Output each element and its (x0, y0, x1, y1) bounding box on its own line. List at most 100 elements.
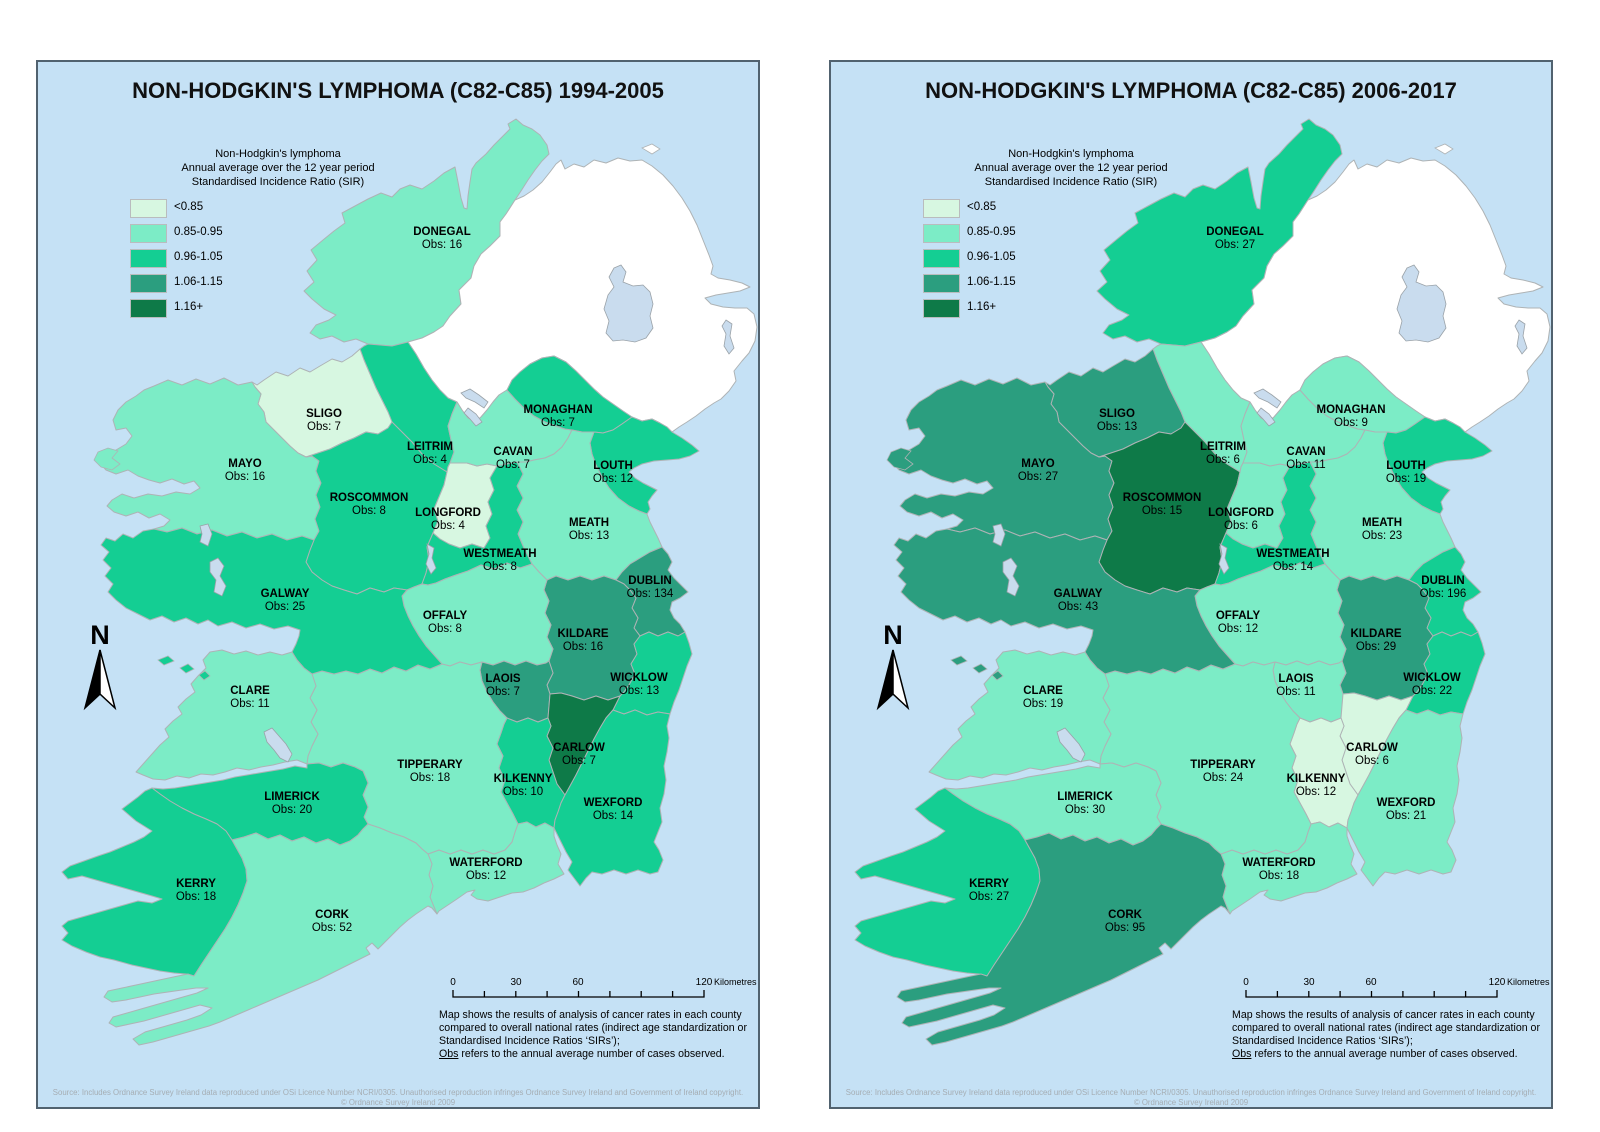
svg-text:LIMERICK: LIMERICK (1057, 791, 1113, 803)
svg-text:Obs: 7: Obs: 7 (307, 421, 341, 433)
svg-text:MAYO: MAYO (228, 458, 261, 470)
svg-text:CORK: CORK (1108, 909, 1143, 921)
svg-text:MONAGHAN: MONAGHAN (524, 404, 593, 416)
svg-text:DUBLIN: DUBLIN (1421, 575, 1464, 587)
svg-text:WATERFORD: WATERFORD (449, 857, 522, 869)
svg-text:KILKENNY: KILKENNY (1287, 773, 1346, 785)
svg-text:Obs: 8: Obs: 8 (483, 561, 517, 573)
svg-text:KILKENNY: KILKENNY (494, 773, 553, 785)
svg-text:Obs: 30: Obs: 30 (1065, 804, 1105, 816)
svg-text:Kilometres: Kilometres (714, 977, 757, 987)
svg-text:Obs: 14: Obs: 14 (593, 810, 634, 822)
svg-text:60: 60 (572, 977, 584, 988)
svg-text:LAOIS: LAOIS (485, 673, 520, 685)
svg-text:Obs: 27: Obs: 27 (969, 891, 1009, 903)
svg-text:CARLOW: CARLOW (1346, 742, 1398, 754)
svg-text:KILDARE: KILDARE (557, 628, 608, 640)
svg-text:120: 120 (696, 977, 713, 988)
svg-text:Obs: 12: Obs: 12 (1296, 786, 1336, 798)
svg-text:DUBLIN: DUBLIN (628, 575, 671, 587)
svg-text:Obs: 11: Obs: 11 (230, 698, 269, 710)
svg-text:Obs: 13: Obs: 13 (1097, 421, 1137, 433)
svg-text:Obs: 4: Obs: 4 (413, 454, 447, 466)
svg-text:KERRY: KERRY (176, 878, 216, 890)
svg-text:Obs: 6: Obs: 6 (1206, 454, 1240, 466)
svg-text:60: 60 (1365, 977, 1377, 988)
svg-text:Obs: 16: Obs: 16 (225, 471, 265, 483)
svg-text:CAVAN: CAVAN (1286, 446, 1325, 458)
svg-text:Obs: 18: Obs: 18 (410, 772, 450, 784)
svg-text:LOUTH: LOUTH (1386, 460, 1426, 472)
svg-text:Obs: 4: Obs: 4 (431, 520, 465, 532)
svg-text:WEXFORD: WEXFORD (584, 797, 643, 809)
svg-text:Obs: 12: Obs: 12 (466, 870, 506, 882)
svg-text:Obs: 12: Obs: 12 (593, 473, 633, 485)
svg-text:GALWAY: GALWAY (261, 588, 310, 600)
svg-text:TIPPERARY: TIPPERARY (397, 759, 463, 771)
svg-text:MEATH: MEATH (1362, 517, 1402, 529)
svg-text:Obs: 7: Obs: 7 (562, 755, 596, 767)
svg-text:CORK: CORK (315, 909, 350, 921)
svg-text:Obs: 19: Obs: 19 (1386, 473, 1426, 485)
svg-text:MEATH: MEATH (569, 517, 609, 529)
svg-text:SLIGO: SLIGO (1099, 408, 1135, 420)
svg-text:GALWAY: GALWAY (1054, 588, 1103, 600)
svg-text:Obs: 11: Obs: 11 (1286, 459, 1325, 471)
svg-text:LAOIS: LAOIS (1278, 673, 1313, 685)
svg-text:MAYO: MAYO (1021, 458, 1054, 470)
svg-text:Obs: 9: Obs: 9 (1334, 417, 1368, 429)
svg-text:Obs: 27: Obs: 27 (1215, 239, 1255, 251)
svg-text:Obs: 22: Obs: 22 (1412, 685, 1452, 697)
svg-text:Obs: 18: Obs: 18 (1259, 870, 1299, 882)
svg-text:Kilometres: Kilometres (1507, 977, 1550, 987)
svg-text:ROSCOMMON: ROSCOMMON (330, 492, 409, 504)
svg-text:CAVAN: CAVAN (493, 446, 532, 458)
svg-text:Obs: 7: Obs: 7 (486, 686, 520, 698)
svg-text:Obs: 27: Obs: 27 (1018, 471, 1058, 483)
svg-text:Obs: 6: Obs: 6 (1355, 755, 1389, 767)
svg-text:CLARE: CLARE (1023, 685, 1063, 697)
svg-text:Obs: 13: Obs: 13 (619, 685, 659, 697)
svg-text:DONEGAL: DONEGAL (413, 226, 471, 238)
svg-text:120: 120 (1489, 977, 1506, 988)
svg-text:Obs: 13: Obs: 13 (569, 530, 609, 542)
svg-text:CLARE: CLARE (230, 685, 270, 697)
svg-text:Obs: 19: Obs: 19 (1023, 698, 1063, 710)
svg-text:Obs: 15: Obs: 15 (1142, 505, 1182, 517)
svg-text:WESTMEATH: WESTMEATH (1256, 548, 1329, 560)
svg-text:Obs: 95: Obs: 95 (1105, 922, 1145, 934)
svg-text:Obs: 16: Obs: 16 (563, 641, 603, 653)
svg-text:Obs: 6: Obs: 6 (1224, 520, 1258, 532)
svg-text:Obs: 21: Obs: 21 (1386, 810, 1426, 822)
svg-text:Obs: 7: Obs: 7 (541, 417, 575, 429)
svg-text:30: 30 (510, 977, 522, 988)
svg-text:WICKLOW: WICKLOW (610, 672, 668, 684)
svg-text:SLIGO: SLIGO (306, 408, 342, 420)
svg-text:WATERFORD: WATERFORD (1242, 857, 1315, 869)
svg-text:Obs: 20: Obs: 20 (272, 804, 312, 816)
svg-text:Obs: 7: Obs: 7 (496, 459, 530, 471)
svg-text:Obs: 11: Obs: 11 (1276, 686, 1315, 698)
svg-text:0: 0 (450, 977, 456, 988)
svg-text:0: 0 (1243, 977, 1249, 988)
svg-text:LONGFORD: LONGFORD (415, 507, 481, 519)
svg-text:KILDARE: KILDARE (1350, 628, 1401, 640)
svg-text:MONAGHAN: MONAGHAN (1317, 404, 1386, 416)
svg-text:LONGFORD: LONGFORD (1208, 507, 1274, 519)
svg-text:Obs: 8: Obs: 8 (352, 505, 386, 517)
svg-text:ROSCOMMON: ROSCOMMON (1123, 492, 1202, 504)
svg-text:Obs: 25: Obs: 25 (265, 601, 305, 613)
svg-text:Obs: 23: Obs: 23 (1362, 530, 1402, 542)
svg-text:30: 30 (1303, 977, 1315, 988)
svg-text:CARLOW: CARLOW (553, 742, 605, 754)
svg-text:LEITRIM: LEITRIM (1200, 441, 1246, 453)
svg-text:Obs: 134: Obs: 134 (627, 588, 674, 600)
svg-text:Obs: 43: Obs: 43 (1058, 601, 1098, 613)
svg-text:LEITRIM: LEITRIM (407, 441, 453, 453)
svg-text:Obs: 12: Obs: 12 (1218, 623, 1258, 635)
svg-text:Obs: 18: Obs: 18 (176, 891, 216, 903)
svg-text:Obs: 16: Obs: 16 (422, 239, 462, 251)
svg-text:Obs: 196: Obs: 196 (1420, 588, 1467, 600)
svg-text:OFFALY: OFFALY (423, 610, 468, 622)
svg-text:Obs: 8: Obs: 8 (428, 623, 462, 635)
